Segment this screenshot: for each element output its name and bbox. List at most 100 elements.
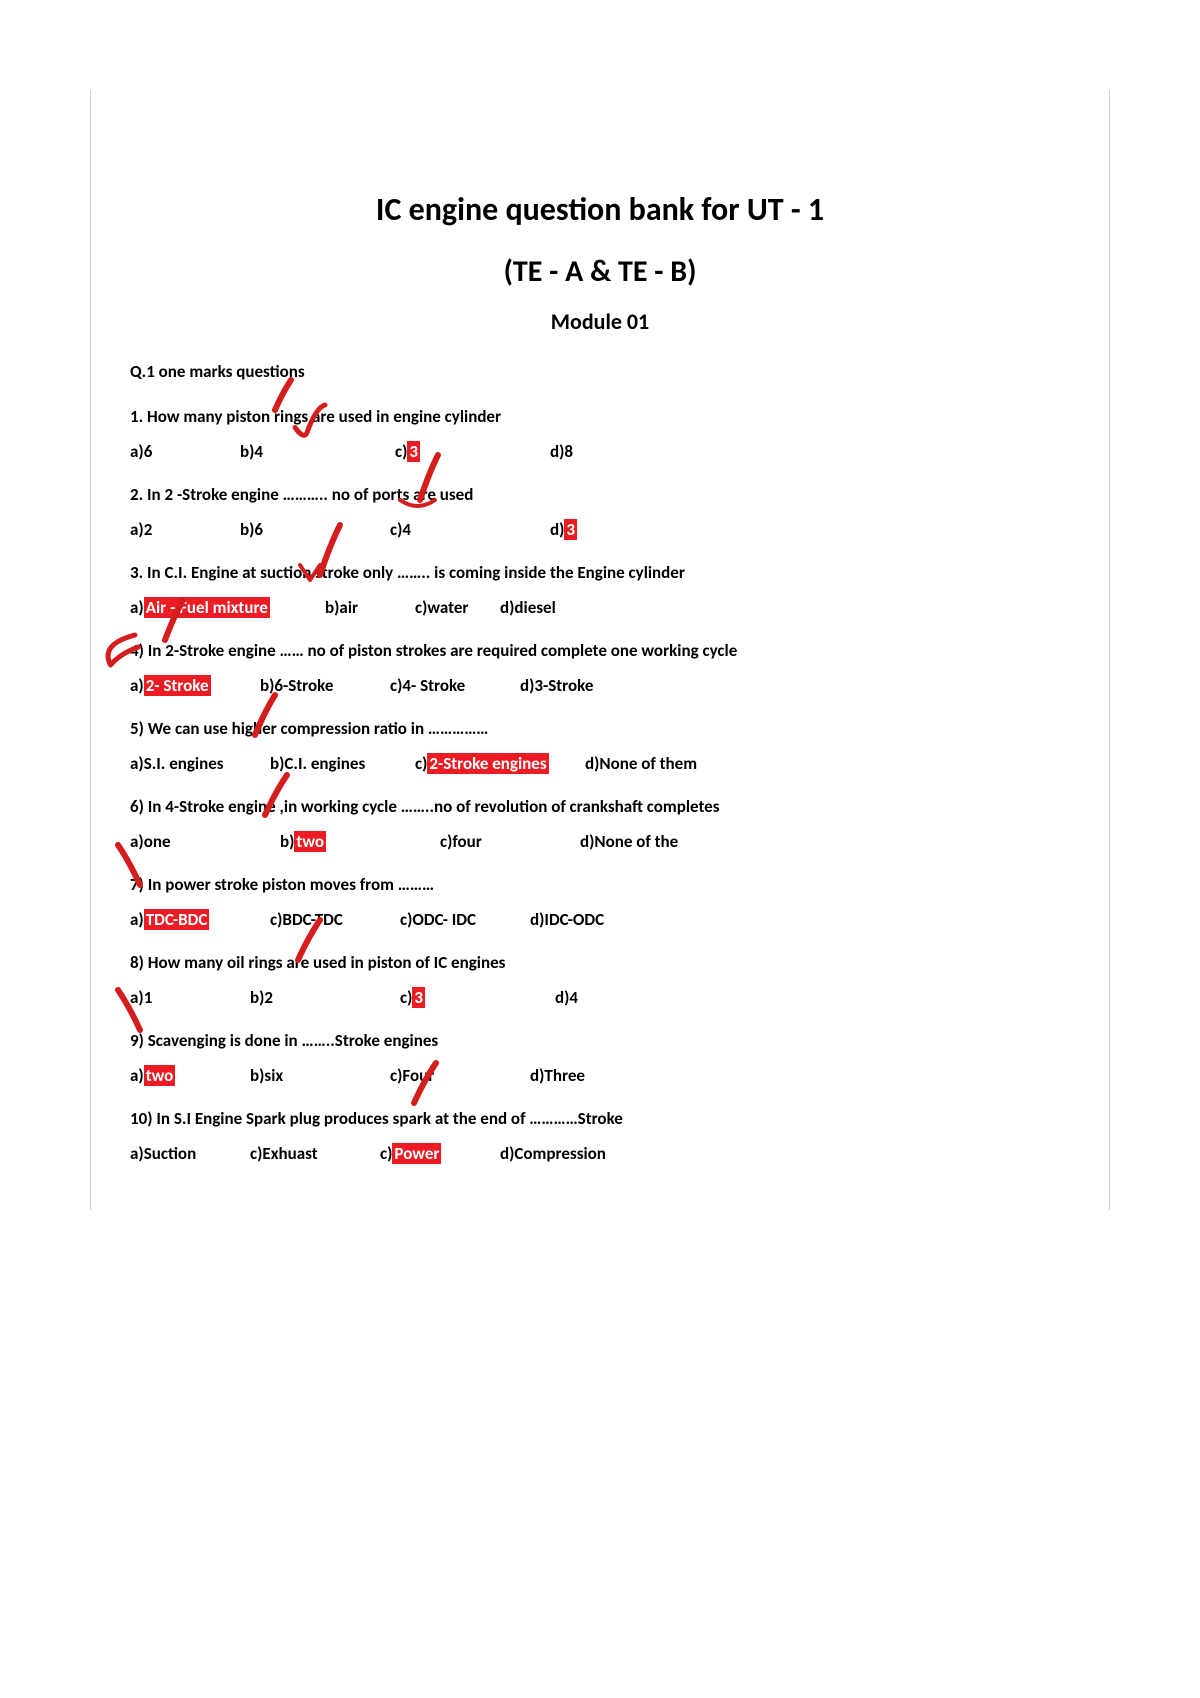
option: c) Power	[380, 1143, 500, 1164]
option-prefix: d)	[500, 597, 514, 618]
options-row: a) TDC-BDCc) BDC-TDCc) ODC- IDCd) IDC-OD…	[130, 909, 1070, 930]
option-label: 2	[144, 519, 153, 540]
option-label: 6-Stroke	[274, 675, 333, 696]
option: b) 6	[240, 519, 390, 540]
question: 10) In S.I Engine Spark plug produces sp…	[130, 1108, 1070, 1164]
option-label: diesel	[514, 597, 555, 618]
option-label: four	[452, 831, 481, 852]
option-label: two	[294, 831, 326, 852]
option-label: Three	[544, 1065, 585, 1086]
option: d) Three	[530, 1065, 630, 1086]
option-label: 4	[569, 987, 578, 1008]
option-label: 4- Stroke	[402, 675, 465, 696]
option: c) 3	[400, 987, 555, 1008]
option: a) two	[130, 1065, 250, 1086]
question-text: 6) In 4-Stroke engine ,in working cycle …	[130, 796, 1070, 817]
option: a) one	[130, 831, 280, 852]
option: d) None of them	[585, 753, 735, 774]
option-label: six	[264, 1065, 283, 1086]
options-row: a) 1 b) 2 c) 3d) 4	[130, 987, 1070, 1008]
options-row: a) Suctionc) Exhuastc) Powerd) Compressi…	[130, 1143, 1070, 1164]
option-prefix: d)	[520, 675, 534, 696]
option-prefix: a)	[130, 675, 144, 696]
option-label: Air - Fuel mixture	[144, 597, 270, 618]
option-prefix: a)	[130, 1143, 144, 1164]
option-label: 3	[564, 519, 577, 540]
option-prefix: a)	[130, 987, 144, 1008]
page-title: IC engine question bank for UT - 1	[130, 190, 1070, 229]
option-label: 6	[144, 441, 153, 462]
option: b) two	[280, 831, 440, 852]
question-text: 8) How many oil rings are used in piston…	[130, 952, 1070, 973]
option-prefix: c)	[390, 519, 402, 540]
option-prefix: b)	[250, 987, 264, 1008]
option: d) diesel	[500, 597, 600, 618]
option-prefix: c)	[415, 597, 427, 618]
options-row: a) oneb) twoc) fourd) None of the	[130, 831, 1070, 852]
option-label: 3-Stroke	[534, 675, 593, 696]
option-prefix: a)	[130, 441, 144, 462]
option-prefix: c)	[380, 1143, 392, 1164]
question-text: 2. In 2 -Stroke engine ……….. no of ports…	[130, 484, 1070, 505]
option-label: one	[144, 831, 171, 852]
option-label: 8	[564, 441, 573, 462]
option-prefix: d)	[500, 1143, 514, 1164]
question-text: 10) In S.I Engine Spark plug produces sp…	[130, 1108, 1070, 1129]
option: b) six	[250, 1065, 390, 1086]
option-prefix: c)	[395, 441, 407, 462]
option-label: IDC-ODC	[544, 909, 604, 930]
option-label: Compression	[514, 1143, 606, 1164]
option: c) 2-Stroke engines	[415, 753, 585, 774]
option: d) 4	[555, 987, 635, 1008]
option-prefix: b)	[240, 519, 254, 540]
option: a) Suction	[130, 1143, 250, 1164]
option-label: 3	[407, 441, 420, 462]
options-row: a) Air - Fuel mixtureb) airc) waterd) di…	[130, 597, 1070, 618]
option-label: Suction	[144, 1143, 197, 1164]
option: a) 6	[130, 441, 240, 462]
option-label: 6	[254, 519, 263, 540]
option-prefix: d)	[550, 519, 564, 540]
option-label: Four	[402, 1065, 434, 1086]
question-text: 7) In power stroke piston moves from ………	[130, 874, 1070, 895]
section-label: Q.1 one marks questions	[130, 361, 1070, 382]
option-label: water	[427, 597, 468, 618]
question-text: 5) We can use higher compression ratio i…	[130, 718, 1070, 739]
question-text: 9) Scavenging is done in ……..Stroke engi…	[130, 1030, 1070, 1051]
option-prefix: d)	[530, 1065, 544, 1086]
option-label: 2	[264, 987, 273, 1008]
option-label: Power	[392, 1143, 441, 1164]
option-label: 1	[144, 987, 153, 1008]
option: d) Compression	[500, 1143, 650, 1164]
option: a) TDC-BDC	[130, 909, 270, 930]
options-row: a) 2- Strokeb) 6-Strokec) 4- Stroked) 3-…	[130, 675, 1070, 696]
option-prefix: d)	[555, 987, 569, 1008]
option: d) 3-Stroke	[520, 675, 640, 696]
option-label: C.I. engines	[284, 753, 365, 774]
option-prefix: b)	[280, 831, 294, 852]
question: 7) In power stroke piston moves from …………	[130, 874, 1070, 930]
option-label: None of the	[594, 831, 678, 852]
question-text: 4) In 2-Stroke engine …… no of piston st…	[130, 640, 1070, 661]
options-row: a) 6b) 4c) 3d) 8	[130, 441, 1070, 462]
option-prefix: a)	[130, 831, 144, 852]
option: c) Four	[390, 1065, 530, 1086]
option: c) 3	[395, 441, 550, 462]
option-prefix: c)	[390, 675, 402, 696]
option-label: BDC-TDC	[282, 909, 342, 930]
question-text: 1. How many piston rings are used in eng…	[130, 406, 1070, 427]
question: 5) We can use higher compression ratio i…	[130, 718, 1070, 774]
document-content: IC engine question bank for UT - 1 (TE -…	[130, 190, 1070, 1186]
option: d) None of the	[580, 831, 730, 852]
option-prefix: b)	[325, 597, 339, 618]
option: a) 2	[130, 519, 240, 540]
option-label: air	[339, 597, 358, 618]
option: c) ODC- IDC	[400, 909, 530, 930]
option: b) 6-Stroke	[260, 675, 390, 696]
question-text: 3. In C.I. Engine at suction stroke only…	[130, 562, 1070, 583]
option-prefix: b)	[240, 441, 254, 462]
option: c) BDC-TDC	[270, 909, 400, 930]
option: b) air	[325, 597, 415, 618]
option-label: TDC-BDC	[144, 909, 210, 930]
module-label: Module 01	[130, 308, 1070, 335]
